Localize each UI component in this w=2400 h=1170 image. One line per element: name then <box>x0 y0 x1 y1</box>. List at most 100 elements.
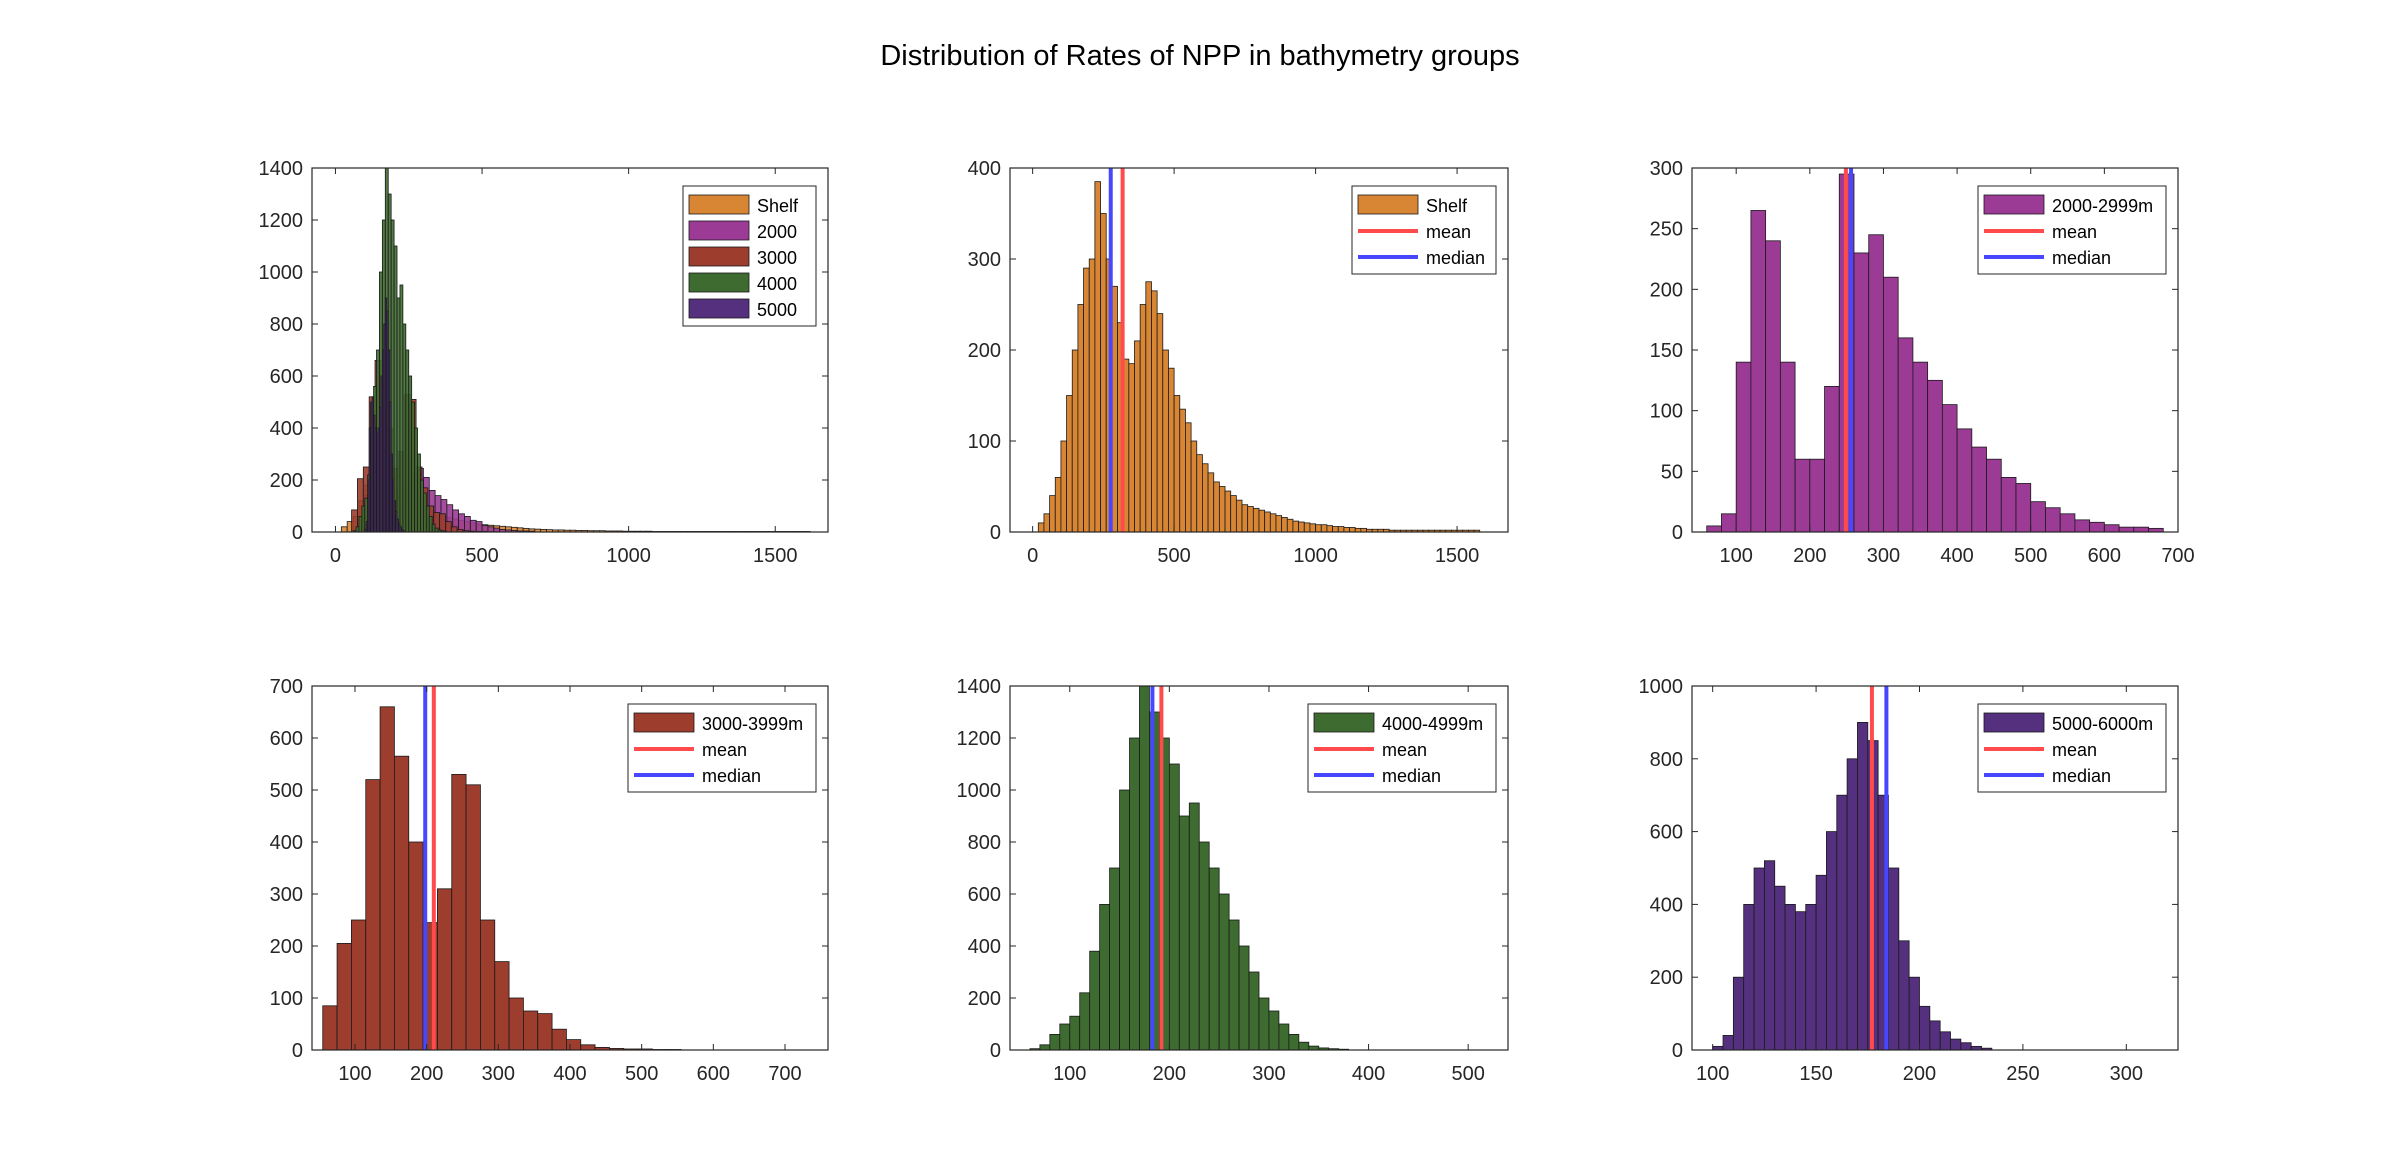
y-tick-label: 100 <box>968 431 1001 453</box>
series-3000-bar <box>439 513 446 533</box>
histogram-bar <box>1774 885 1786 1051</box>
x-tick-label: 500 <box>2014 545 2047 567</box>
histogram-bar <box>1868 234 1884 533</box>
x-tick-label: 300 <box>2110 1063 2143 1085</box>
histogram-bar <box>1168 367 1175 533</box>
x-tick-label: 500 <box>625 1063 658 1085</box>
x-tick-label: 1500 <box>1435 545 1480 567</box>
y-tick-label: 250 <box>1650 219 1683 241</box>
y-tick-label: 100 <box>270 988 303 1010</box>
histogram-bar <box>551 1028 567 1051</box>
histogram-bar <box>394 755 410 1051</box>
histogram-bar <box>1168 763 1180 1051</box>
series-3000-bar <box>444 521 452 533</box>
y-tick-label: 0 <box>1672 522 1683 544</box>
legend-label: Shelf <box>1426 196 1468 216</box>
histogram-bar <box>1732 976 1745 1051</box>
y-tick-label: 600 <box>270 366 303 388</box>
histogram-bar <box>1750 210 1767 533</box>
x-tick-label: 500 <box>1157 545 1190 567</box>
histogram-bar <box>1129 737 1140 1051</box>
histogram-bar <box>1235 499 1243 533</box>
histogram-bar <box>1094 181 1101 533</box>
histogram-bar <box>1252 507 1260 533</box>
histogram-bar <box>1908 976 1920 1051</box>
y-tick-label: 200 <box>270 470 303 492</box>
legend-label: 4000 <box>757 274 797 294</box>
x-tick-label: 200 <box>1153 1063 1186 1085</box>
histogram-bar <box>437 888 453 1051</box>
legend-swatch <box>688 298 750 319</box>
x-tick-label: 300 <box>482 1063 515 1085</box>
histogram-bar <box>1735 361 1752 533</box>
histogram-bar <box>1956 428 1973 533</box>
legend-label: 3000 <box>757 248 797 268</box>
x-tick-label: 200 <box>410 1063 443 1085</box>
histogram-bar <box>451 774 467 1051</box>
histogram-bar <box>1196 454 1203 533</box>
histogram-bar <box>1268 1010 1280 1051</box>
x-tick-label: 200 <box>1793 545 1826 567</box>
histogram-bar <box>1721 513 1737 533</box>
legend: Shelf mean median <box>1351 185 1497 275</box>
legend-label: mean <box>2052 222 2097 242</box>
y-tick-label: 400 <box>968 158 1001 180</box>
histogram-bar <box>1826 831 1838 1051</box>
histogram-bar <box>1088 258 1096 533</box>
histogram-bar <box>1846 758 1858 1051</box>
axes-box <box>1009 685 1509 1051</box>
histogram-bar <box>1264 511 1271 533</box>
histogram-bar <box>1315 524 1322 533</box>
series-4000-bar <box>408 375 413 533</box>
histogram-bar <box>1706 525 1722 533</box>
histogram-bar <box>494 961 510 1051</box>
histogram-bar <box>1238 945 1250 1051</box>
histogram-bar <box>1039 1044 1051 1051</box>
chart-panel-6: 100 150 200 250 300 0 200 400 600 800 1000 5000-600… <box>1639 676 2179 1085</box>
y-tick-label: 150 <box>1650 340 1683 362</box>
series-4000-bar <box>405 349 410 533</box>
histogram-bar <box>1128 363 1135 533</box>
histogram-bar <box>1089 950 1101 1051</box>
histogram-bar <box>1309 523 1316 533</box>
x-tick-label: 100 <box>1053 1063 1086 1085</box>
histogram-bar <box>1083 267 1090 533</box>
series-2000-bar <box>464 516 471 533</box>
series-2000-bar <box>475 521 483 533</box>
legend-label: mean <box>702 740 747 760</box>
histogram-bar <box>1960 1042 1972 1051</box>
series-4000-bar <box>425 505 430 533</box>
histogram-bar <box>1054 476 1062 533</box>
histogram-bar <box>1898 940 1910 1051</box>
y-tick-label: 600 <box>1650 822 1683 844</box>
histogram-bar <box>1060 440 1067 533</box>
series-4000-bar <box>402 323 407 533</box>
x-tick-label: 1500 <box>753 545 798 567</box>
histogram-bar <box>1332 526 1339 533</box>
x-tick-label: 700 <box>768 1063 801 1085</box>
histogram-bar <box>1883 276 1899 533</box>
y-tick-label: 300 <box>270 884 303 906</box>
y-tick-label: 400 <box>270 832 303 854</box>
histogram-bar <box>379 706 395 1051</box>
legend-label: mean <box>1426 222 1471 242</box>
histogram-bar <box>1179 408 1186 533</box>
series-2000-bar <box>487 526 495 533</box>
series-4000-bar <box>393 245 398 533</box>
x-tick-label: 0 <box>330 545 341 567</box>
series-2000-bar <box>481 525 489 533</box>
histogram-bar <box>1185 422 1192 533</box>
histogram-bar <box>1298 1041 1310 1051</box>
histogram-bar <box>1173 395 1181 533</box>
axes-box <box>311 167 829 533</box>
x-tick-label: 400 <box>1352 1063 1385 1085</box>
series-4000-bar <box>414 427 418 533</box>
histogram-bar <box>1337 526 1345 533</box>
histogram-bar <box>1230 495 1237 533</box>
histogram-bar <box>1939 1031 1951 1051</box>
histogram-bar <box>2103 524 2120 533</box>
y-tick-label: 1000 <box>957 780 1002 802</box>
histogram-bar <box>1275 515 1283 533</box>
histogram-bar <box>2133 526 2149 533</box>
